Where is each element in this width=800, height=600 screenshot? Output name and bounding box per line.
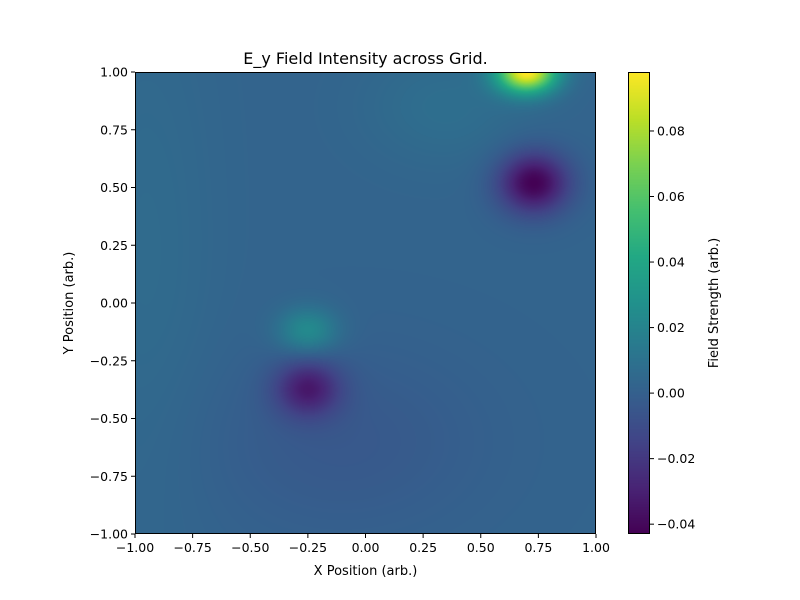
- x-axis: −1.00 −0.75 −0.50 −0.25 0.00 0.25 0.50 0.75 1.00: [116, 534, 610, 555]
- x-tick-label: 0.25: [409, 540, 437, 555]
- colorbar-tick-label: 0.08: [657, 123, 685, 138]
- plot-frame: [135, 72, 596, 534]
- colorbar-tick-label: 0.06: [657, 189, 685, 204]
- colorbar-tick-label: 0.04: [657, 255, 685, 270]
- colorbar-frame: [628, 72, 650, 534]
- colorbar-tick-label: −0.04: [657, 517, 695, 532]
- y-tick-label: −1.00: [90, 527, 128, 542]
- x-axis-label: X Position (arb.): [314, 564, 418, 579]
- colorbar: 0.08 0.06 0.04 0.02 0.00 −0.02 −0.04 Field Str…: [628, 72, 722, 534]
- y-tick-label: −0.75: [90, 469, 128, 484]
- x-tick-label: 0.75: [524, 540, 552, 555]
- y-tick-label: 0.00: [100, 296, 128, 311]
- y-axis-label: Y Position (arb.): [62, 252, 77, 356]
- y-tick-label: −0.25: [90, 353, 128, 368]
- y-axis: 1.00 0.75 0.50 0.25 0.00 −0.25 −0.50 −0.75 −1.00: [90, 65, 135, 542]
- y-tick-label: 0.75: [100, 122, 128, 137]
- y-tick-label: −0.50: [90, 411, 128, 426]
- x-tick-label: 1.00: [582, 540, 610, 555]
- y-tick-label: 0.50: [100, 180, 128, 195]
- x-tick-label: −0.25: [289, 540, 327, 555]
- y-tick-label: 1.00: [100, 65, 128, 80]
- chart-title: E_y Field Intensity across Grid.: [243, 49, 487, 69]
- colorbar-gradient: [628, 72, 650, 534]
- x-tick-label: −0.75: [173, 540, 211, 555]
- x-tick-label: 0.00: [352, 540, 380, 555]
- colorbar-tick-label: 0.00: [657, 386, 685, 401]
- plot-area: [135, 72, 596, 534]
- colorbar-tick-label: −0.02: [657, 451, 695, 466]
- x-tick-label: 0.50: [467, 540, 495, 555]
- x-tick-label: −0.50: [231, 540, 269, 555]
- y-tick-label: 0.25: [100, 238, 128, 253]
- heatmap-image: [135, 72, 596, 534]
- colorbar-tick-label: 0.02: [657, 320, 685, 335]
- colorbar-ticks: 0.08 0.06 0.04 0.02 0.00 −0.02 −0.04: [650, 123, 695, 532]
- x-tick-label: −1.00: [116, 540, 154, 555]
- colorbar-label: Field Strength (arb.): [707, 238, 722, 368]
